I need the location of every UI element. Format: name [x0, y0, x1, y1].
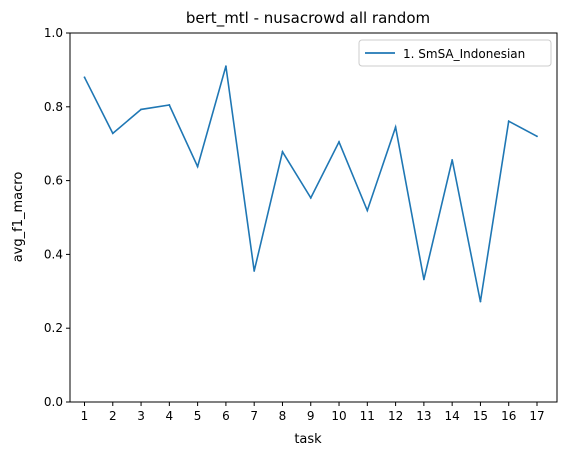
y-tick-label: 0.4	[44, 247, 63, 261]
plot-frame	[69, 32, 558, 403]
data-point	[394, 126, 397, 128]
chart-title: bert_mtl - nusacrowd all random	[186, 9, 430, 28]
y-tick-label: 0.6	[44, 174, 63, 188]
y-axis: 0.0 0.2 0.4 0.6 0.8 1.0	[44, 26, 70, 409]
data-point	[111, 132, 114, 135]
y-tick-label: 0.2	[44, 321, 63, 335]
x-tick-label: 15	[473, 409, 488, 423]
x-tick-label: 10	[331, 409, 346, 423]
data-point	[338, 140, 340, 143]
data-point	[366, 209, 369, 212]
x-tick-label: 8	[279, 409, 287, 423]
data-point	[451, 159, 454, 161]
y-axis-label: avg_f1_macro	[11, 172, 26, 263]
data-point	[309, 197, 312, 199]
data-point	[536, 135, 538, 138]
series-line	[83, 65, 538, 302]
x-tick-label: 11	[360, 409, 375, 423]
data-point	[225, 65, 227, 68]
data-point	[140, 108, 142, 111]
data-point	[253, 270, 256, 272]
x-tick-label: 12	[388, 409, 403, 423]
x-tick-label: 17	[529, 409, 544, 423]
data-point	[281, 150, 284, 153]
x-tick-label: 14	[445, 409, 460, 423]
x-tick-label: 9	[307, 409, 315, 423]
data-point	[422, 278, 425, 281]
y-tick-label: 0.8	[44, 100, 63, 114]
x-tick-label: 3	[137, 409, 145, 423]
data-point	[507, 120, 510, 123]
x-tick-label: 13	[416, 409, 431, 423]
legend-box	[358, 39, 552, 67]
y-tick-label: 0.0	[44, 395, 63, 409]
legend: 1. SmSA_Indonesian	[358, 39, 552, 67]
x-axis-label: task	[294, 432, 322, 447]
x-tick-label: 2	[109, 409, 117, 423]
x-axis: 1 2 3 4 5 6 7 8 9 10 11 12 13 14 15 16 17	[81, 402, 545, 423]
legend-label: 1. SmSA_Indonesian	[403, 47, 525, 61]
data-point	[168, 104, 171, 106]
data-point	[479, 300, 482, 303]
x-tick-label: 16	[501, 409, 516, 423]
series-layer	[83, 65, 538, 303]
data-point	[196, 165, 199, 168]
x-tick-label: 7	[250, 409, 258, 423]
x-tick-label: 4	[166, 409, 174, 423]
x-tick-label: 1	[81, 409, 89, 423]
y-tick-label: 1.0	[44, 26, 63, 40]
data-point	[83, 76, 86, 79]
x-tick-label: 6	[222, 409, 230, 423]
x-tick-label: 5	[194, 409, 202, 423]
